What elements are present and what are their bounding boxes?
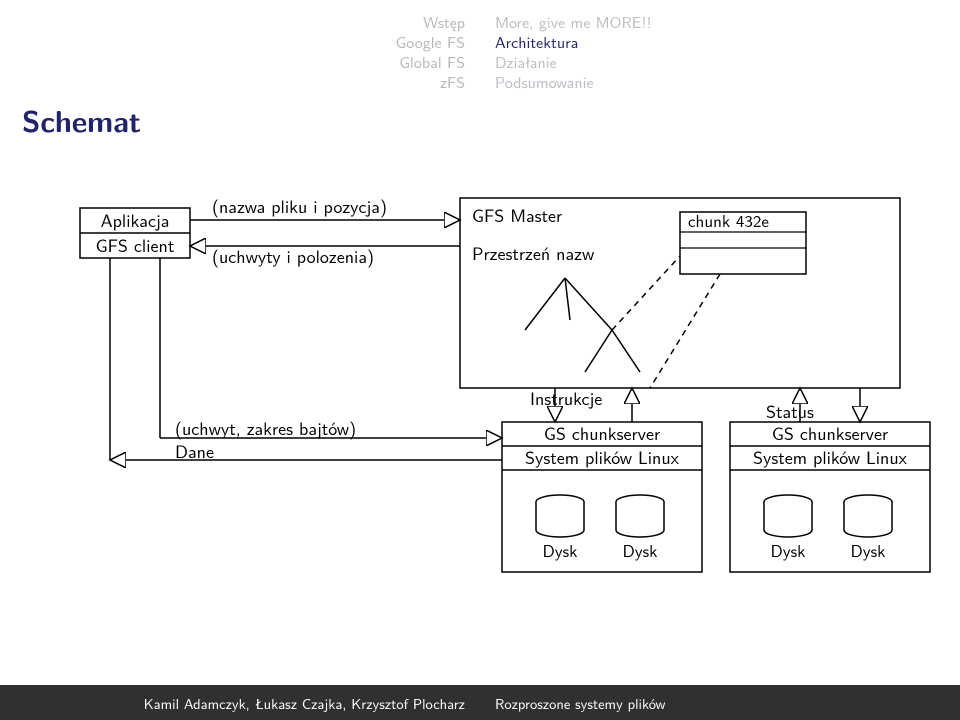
- disk-icon: Dysk: [616, 495, 664, 563]
- edges-top: (nazwa pliku i pozycja) (uchwyty i poloz…: [190, 192, 460, 269]
- disk-icon: Dysk: [844, 495, 892, 563]
- svg-text:GFS Master: GFS Master: [472, 201, 562, 228]
- svg-text:(nazwa pliku i pozycja): (nazwa pliku i pozycja): [212, 192, 387, 219]
- svg-text:Aplikacja: Aplikacja: [101, 206, 170, 233]
- svg-text:System plików Linux: System plików Linux: [525, 443, 680, 470]
- footer: Kamil Adamczyk, Łukasz Czajka, Krzysztof…: [0, 685, 960, 720]
- svg-text:Przestrzeń nazw: Przestrzeń nazw: [472, 239, 595, 266]
- disk-icon: Dysk: [764, 495, 812, 563]
- node-master: GFS Master Przestrzeń nazw chunk 432e: [460, 198, 900, 388]
- svg-text:Dysk: Dysk: [623, 538, 658, 563]
- svg-text:Dysk: Dysk: [851, 538, 886, 563]
- svg-text:Instrukcje: Instrukcje: [530, 384, 602, 411]
- node-chunkserver-2: GS chunkserver System plików Linux Dysk …: [730, 419, 930, 572]
- edges-master-cs: Instrukcje Status: [530, 384, 860, 424]
- footer-title: Rozproszone systemy plików: [495, 693, 665, 714]
- edges-client-cs: (uchwyt, zakres bajtów) Dane: [110, 258, 502, 464]
- disk-icon: Dysk: [536, 495, 584, 563]
- svg-text:Dysk: Dysk: [543, 538, 578, 563]
- architecture-diagram: Aplikacja GFS client GFS Master Przestrz…: [0, 0, 960, 720]
- svg-text:Dysk: Dysk: [771, 538, 806, 563]
- footer-authors: Kamil Adamczyk, Łukasz Czajka, Krzysztof…: [144, 693, 465, 714]
- svg-text:Status: Status: [766, 397, 814, 424]
- chunk-table: chunk 432e: [680, 208, 806, 274]
- svg-text:System plików Linux: System plików Linux: [753, 443, 908, 470]
- svg-text:chunk 432e: chunk 432e: [688, 208, 769, 233]
- svg-text:GFS client: GFS client: [96, 231, 175, 258]
- svg-text:GS chunkserver: GS chunkserver: [544, 419, 660, 446]
- node-aplikacja: Aplikacja GFS client: [80, 206, 190, 258]
- node-chunkserver-1: GS chunkserver System plików Linux Dysk …: [502, 419, 702, 572]
